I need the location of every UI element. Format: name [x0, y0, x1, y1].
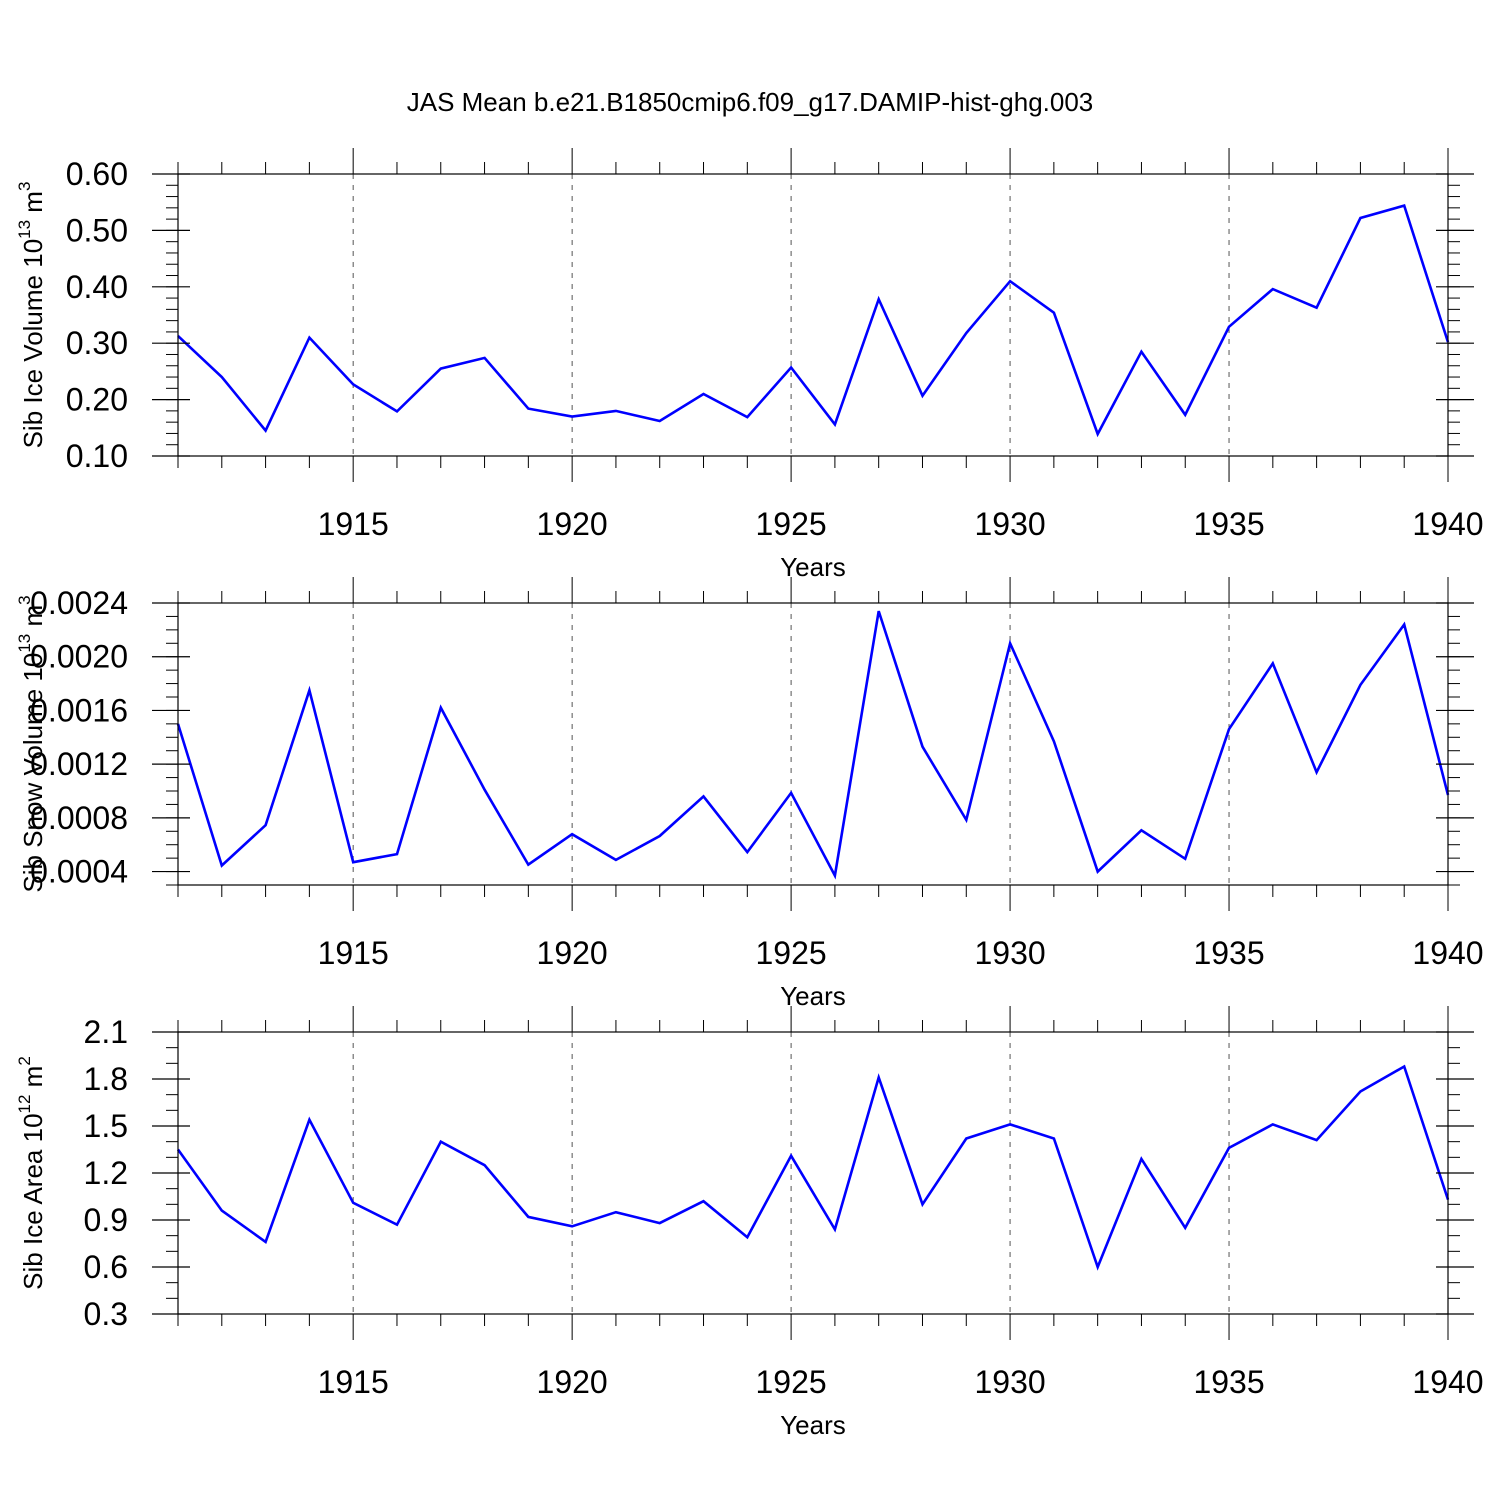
series-line [177, 204, 1450, 438]
y-axis-label-exponent: 12 [15, 1095, 34, 1114]
y-tick-label: 0.0016 [30, 692, 128, 728]
y-axis-label-exponent: 13 [15, 634, 34, 653]
x-axis-label: Years [780, 1410, 846, 1440]
plot-frame [177, 602, 1449, 886]
y-tick-label: 1.5 [84, 1108, 128, 1144]
x-axis-label: Years [780, 552, 846, 582]
series-line [176, 1064, 1450, 1271]
series-line [176, 610, 1450, 880]
y-tick-label: 0.0020 [30, 639, 128, 675]
y-axis-label-unit-exponent: 2 [15, 1056, 34, 1065]
x-tick-label: 1920 [537, 1364, 608, 1400]
y-axis-label-unit: m [18, 191, 48, 220]
x-tick-label: 1925 [756, 1364, 827, 1400]
y-axis-label-unit: m [18, 605, 48, 634]
x-tick-label: 1935 [1193, 506, 1264, 542]
y-tick-label: 0.50 [66, 212, 128, 248]
y-tick-label: 0.20 [66, 382, 128, 418]
y-axis-label: Sib Snow Volume 1013 m3 [15, 595, 48, 892]
x-tick-label: 1940 [1412, 935, 1483, 971]
y-tick-label: 0.40 [66, 269, 128, 305]
x-tick-label: 1920 [537, 935, 608, 971]
panel-2: 1915 1920 1925 1930 1935 1940 Years 0.0004 0.000… [15, 577, 1484, 1011]
plot-frame [177, 173, 1449, 457]
x-axis-label: Years [780, 981, 846, 1011]
y-axis-label-unit-exponent: 3 [15, 595, 34, 604]
x-tick-label: 1930 [974, 506, 1045, 542]
x-tick-label: 1935 [1193, 1364, 1264, 1400]
x-tick-label: 1940 [1412, 506, 1483, 542]
y-tick-label: 1.2 [84, 1155, 128, 1191]
y-tick-label: 0.0024 [30, 585, 128, 621]
y-tick-label: 0.3 [84, 1296, 128, 1332]
panel-3: 1915 1920 1925 1930 1935 1940 Years 0.3 0.6 0.9 1.… [15, 1006, 1484, 1440]
y-tick-label: 0.9 [84, 1202, 128, 1238]
chart-title: JAS Mean b.e21.B1850cmip6.f09_g17.DAMIP-… [407, 87, 1094, 117]
chart-panels: 1915 1920 1925 1930 1935 1940 Years 0.10 0.20 0.3… [15, 148, 1484, 1440]
y-axis-label-unit-exponent: 3 [15, 182, 34, 191]
y-tick-label: 1.8 [84, 1061, 128, 1097]
x-tick-label: 1930 [974, 935, 1045, 971]
y-axis-label-text: Sib Ice Volume 10 [18, 239, 48, 449]
x-tick-label: 1920 [537, 506, 608, 542]
x-tick-label: 1925 [756, 935, 827, 971]
x-tick-label: 1940 [1412, 1364, 1483, 1400]
y-axis-label-unit: m [18, 1066, 48, 1095]
y-axis-label: Sib Ice Volume 1013 m3 [15, 182, 48, 449]
y-axis-label-exponent: 13 [15, 220, 34, 239]
y-tick-label: 0.0004 [30, 854, 128, 890]
y-tick-label: 0.0012 [30, 746, 128, 782]
x-tick-label: 1915 [318, 506, 389, 542]
y-tick-label: 0.30 [66, 325, 128, 361]
y-tick-label: 0.0008 [30, 800, 128, 836]
x-tick-label: 1935 [1193, 935, 1264, 971]
y-tick-label: 2.1 [84, 1014, 128, 1050]
y-axis-label-text: Sib Snow Volume 10 [18, 653, 48, 893]
x-tick-label: 1930 [974, 1364, 1045, 1400]
y-axis-label-text: Sib Ice Area 10 [18, 1113, 48, 1289]
x-tick-label: 1925 [756, 506, 827, 542]
x-tick-label: 1915 [318, 1364, 389, 1400]
y-tick-label: 0.60 [66, 156, 128, 192]
y-tick-label: 0.6 [84, 1249, 128, 1285]
panel-1: 1915 1920 1925 1930 1935 1940 Years 0.10 0.20 0.3… [15, 148, 1484, 582]
y-axis-label: Sib Ice Area 1012 m2 [15, 1056, 48, 1290]
y-tick-label: 0.10 [66, 438, 128, 474]
x-tick-label: 1915 [318, 935, 389, 971]
